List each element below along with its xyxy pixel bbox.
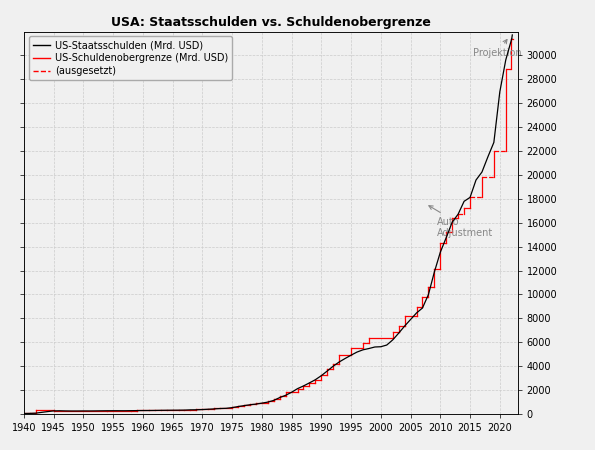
Text: Auto
Adjustment: Auto Adjustment <box>429 206 494 238</box>
Text: Projektion: Projektion <box>473 40 522 58</box>
Legend: US-Staatsschulden (Mrd. USD), US-Schuldenobergrenze (Mrd. USD), (ausgesetzt): US-Staatsschulden (Mrd. USD), US-Schulde… <box>29 36 232 80</box>
Title: USA: Staatsschulden vs. Schuldenobergrenze: USA: Staatsschulden vs. Schuldenobergren… <box>111 16 431 29</box>
